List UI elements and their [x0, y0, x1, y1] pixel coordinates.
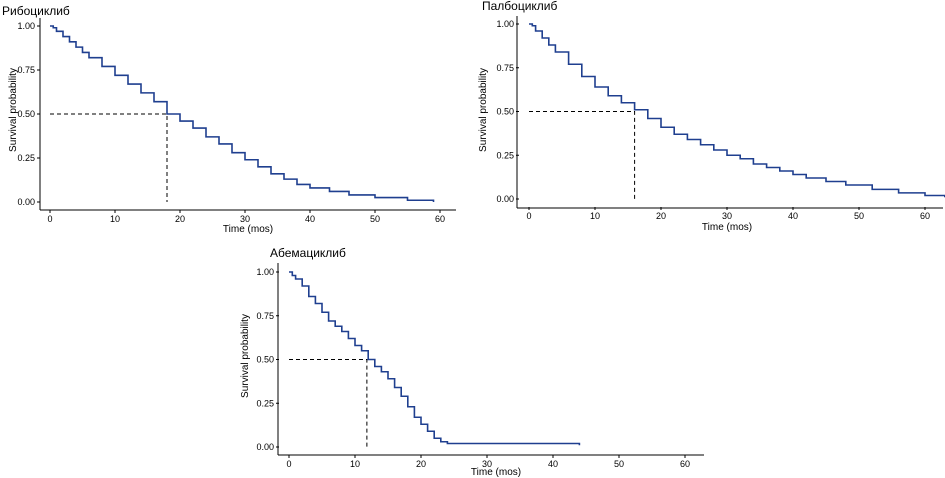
x-tick-label: 60	[680, 459, 690, 469]
panel-1-survival-curve	[50, 25, 435, 202]
y-tick-label: 0.25	[496, 150, 514, 160]
y-tick-label: 0.50	[496, 107, 514, 117]
x-tick-label: 60	[920, 211, 930, 221]
x-tick-label: 10	[110, 214, 120, 224]
x-tick-label: 20	[416, 459, 426, 469]
x-tick-label: 50	[370, 214, 380, 224]
x-tick-label: 40	[788, 211, 798, 221]
x-tick-label: 30	[240, 214, 250, 224]
y-tick-label: 0.75	[496, 63, 514, 73]
panel-1-median-line	[50, 113, 168, 202]
panel-1-xlabel: Time (mos)	[223, 224, 273, 235]
x-tick-label: 10	[590, 211, 600, 221]
panel-3-ylabel: Survival probability	[240, 314, 251, 398]
panel-3-title: Абемациклиб	[270, 246, 346, 260]
panel-1-ticks: 0 10 20 30 40 50 60 0.00 0.25 0.50 0.75 1.00	[17, 21, 445, 224]
x-tick-label: 50	[854, 211, 864, 221]
x-tick-label: 40	[548, 459, 558, 469]
x-tick-label: 0	[526, 211, 531, 221]
x-tick-label: 30	[482, 459, 492, 469]
x-tick-label: 20	[656, 211, 666, 221]
x-tick-label: 0	[286, 459, 291, 469]
y-tick-label: 0.25	[256, 398, 274, 408]
y-tick-label: 1.00	[496, 19, 514, 29]
panel-1: Рибоциклиб Survival probability Time (mo…	[2, 4, 456, 235]
panel-2-xlabel: Time (mos)	[702, 222, 752, 233]
y-tick-label: 1.00	[256, 267, 274, 277]
x-tick-label: 10	[350, 459, 360, 469]
y-tick-label: 0.50	[17, 109, 35, 119]
panel-1-title: Рибоциклиб	[2, 4, 70, 18]
panel-3-survival-curve	[289, 271, 581, 446]
panel-1-ylabel: Survival probability	[8, 68, 19, 152]
x-tick-label: 40	[305, 214, 315, 224]
x-tick-label: 60	[435, 214, 445, 224]
panel-2-ticks: 0 10 20 30 40 50 60 0.00 0.25 0.50 0.75 1.00	[496, 19, 930, 221]
y-tick-label: 0.00	[496, 194, 514, 204]
y-tick-label: 0.25	[17, 153, 35, 163]
panel-2-ylabel: Survival probability	[478, 68, 489, 152]
y-tick-label: 0.00	[256, 442, 274, 452]
x-tick-label: 50	[614, 459, 624, 469]
panel-2-median-line	[529, 111, 636, 199]
y-tick-label: 0.00	[17, 197, 35, 207]
panel-3-median-line	[289, 359, 368, 447]
y-tick-label: 0.75	[256, 311, 274, 321]
panel-3: Абемациклиб Survival probability Time (m…	[240, 246, 704, 478]
panel-2-survival-curve	[529, 23, 945, 198]
x-tick-label: 0	[47, 214, 52, 224]
panel-3-xlabel: Time (mos)	[471, 467, 521, 478]
x-tick-label: 30	[722, 211, 732, 221]
y-tick-label: 0.50	[256, 355, 274, 365]
panel-3-ticks: 0 10 20 30 40 50 60 0.00 0.25 0.50 0.75 1.00	[256, 267, 690, 469]
y-tick-label: 0.75	[17, 65, 35, 75]
panel-2: Палбоциклиб Survival probability Time (m…	[478, 0, 945, 233]
x-tick-label: 20	[175, 214, 185, 224]
panel-2-title: Палбоциклиб	[482, 0, 558, 13]
y-tick-label: 1.00	[17, 21, 35, 31]
